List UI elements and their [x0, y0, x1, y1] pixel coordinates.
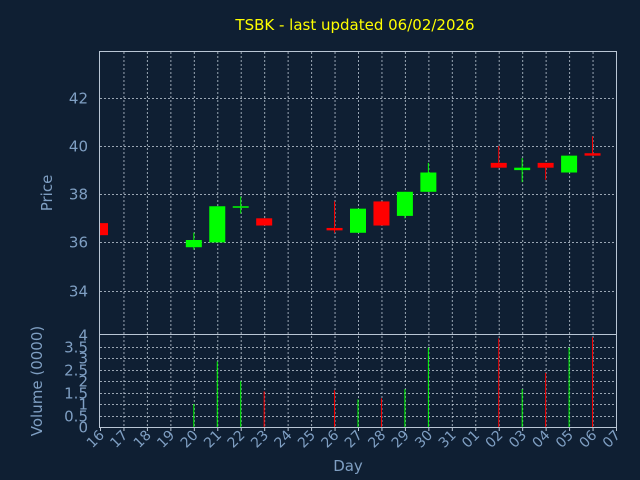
candle-body-up [185, 240, 202, 248]
candle-body-down [373, 201, 390, 226]
price-axis-ticks: 34 36 38 40 42 [69, 90, 88, 301]
candle-body-up [420, 172, 437, 192]
price-tick-label: 36 [69, 234, 88, 252]
candle-body-down [100, 223, 108, 236]
volume-tick-label: 0 [78, 419, 88, 437]
candle-body-down [256, 218, 273, 226]
price-candles [99, 136, 601, 250]
x-axis-label: Day [333, 457, 363, 475]
price-tick-label: 40 [69, 138, 88, 156]
candle-body-down [490, 162, 507, 168]
volume-tick-label: 3 [78, 350, 88, 368]
candle-body-down [326, 227, 343, 231]
price-axis-label: Price [38, 175, 56, 212]
volume-tick-label: 1.5 [64, 385, 88, 403]
volume-tick-label: 2 [78, 373, 88, 391]
price-tick-label: 34 [69, 283, 88, 301]
candle-body-down [537, 162, 554, 168]
candle-body-up [350, 208, 366, 233]
candle-body-up [396, 191, 413, 216]
price-tick-label: 38 [69, 186, 88, 204]
volume-bars [193, 337, 594, 427]
volume-axis-label: Volume (0000) [28, 326, 46, 436]
candle-body-down [584, 153, 601, 156]
x-axis-ticks: 16 17 18 19 20 21 22 23 24 25 26 27 28 29 30 31 01 02 03 04… [84, 427, 624, 451]
candle-body-up [209, 206, 226, 243]
candle-body-up [514, 167, 531, 171]
volume-tick-label: 1 [78, 396, 88, 414]
volume-tick-label: 0.5 [64, 408, 88, 426]
candle-body-up [561, 155, 578, 173]
volume-axis-ticks: 00.511.522.533.54 [64, 327, 88, 437]
volume-tick-label: 3.5 [64, 339, 88, 357]
chart-title: TSBK - last updated 06/02/2026 [234, 16, 474, 34]
candle-body-up [232, 206, 249, 208]
volume-tick-label: 4 [78, 327, 88, 345]
volume-tick-label: 2.5 [64, 362, 88, 380]
price-tick-label: 42 [69, 90, 88, 108]
